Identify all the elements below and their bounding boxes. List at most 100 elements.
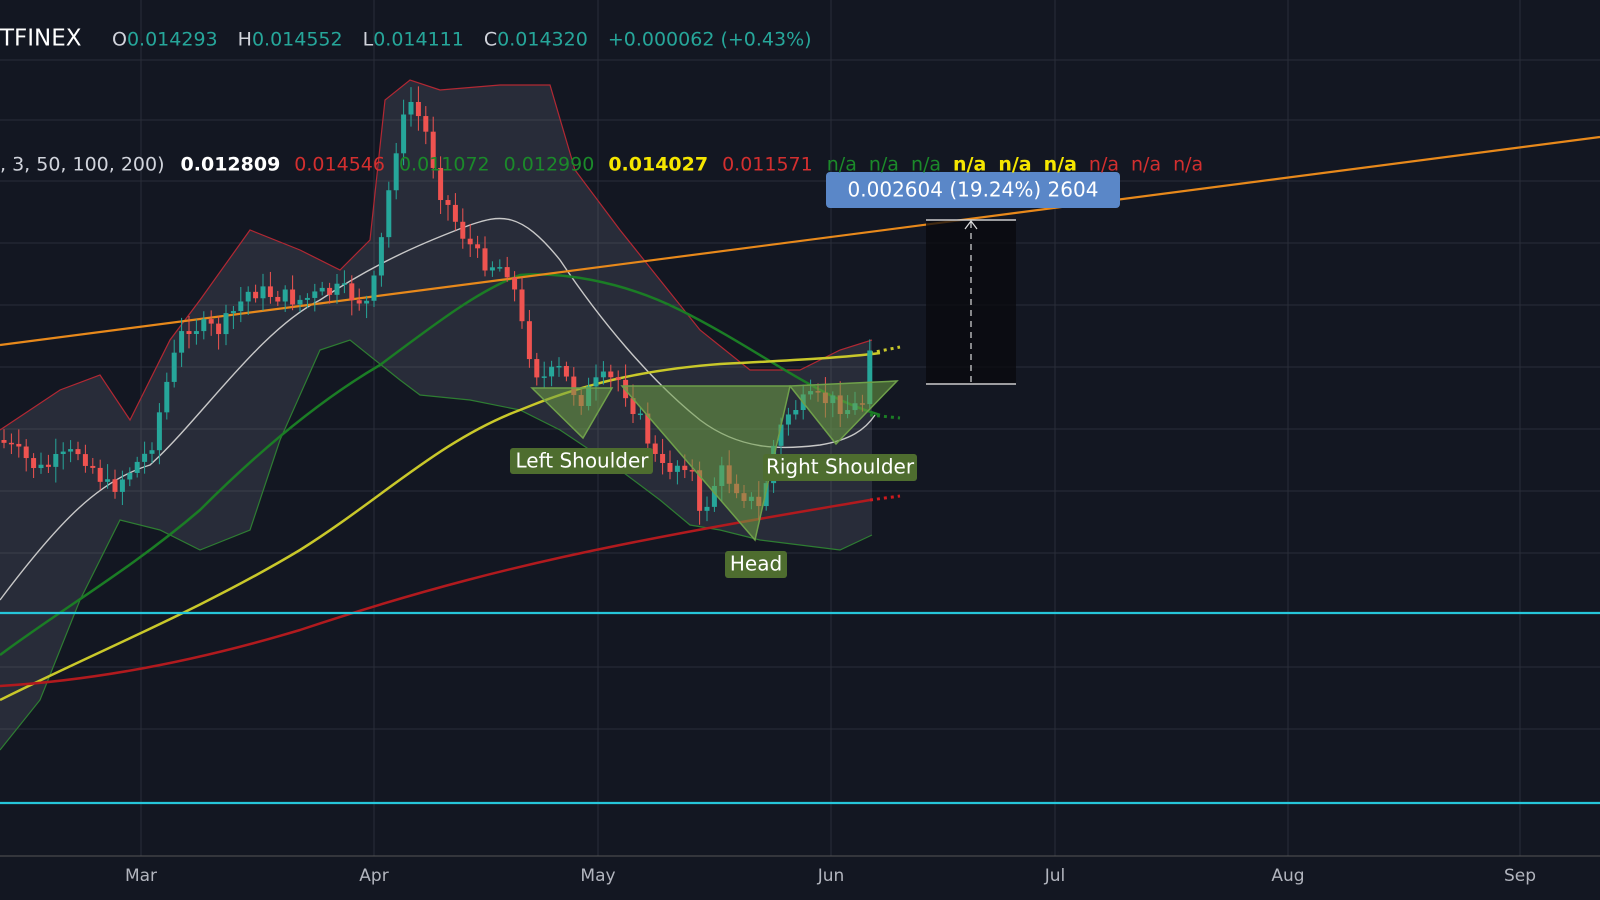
pattern — [530, 380, 899, 542]
candle-body — [608, 371, 614, 378]
ma-yellow — [0, 351, 881, 702]
candle-body — [630, 398, 636, 415]
candle-body — [319, 287, 325, 292]
candle-body — [378, 237, 384, 276]
candle-body — [230, 311, 236, 314]
x-axis: Mar Apr May Jun Jul Aug Sep — [125, 866, 1536, 886]
candle-body — [341, 283, 347, 285]
candle-body — [704, 506, 710, 511]
candle-body — [541, 376, 547, 378]
x-axis-label: Jul — [1044, 866, 1066, 886]
indicators: , 3, 50, 100, 200) 0.012809 0.014546 0.0110… — [0, 154, 1203, 176]
candle-body — [253, 291, 259, 299]
candle-body — [75, 449, 81, 455]
indicator-na: n/a — [869, 154, 899, 176]
x-axis-label: May — [580, 866, 615, 886]
candle-body — [53, 454, 59, 467]
candle-body — [489, 267, 495, 271]
candle-body — [260, 286, 266, 299]
candle-body — [645, 413, 651, 444]
ohlc: O 0.014293 H 0.014552 L 0.014111 C 0.014320 +0.0… — [112, 29, 812, 51]
ma-red-ext — [869, 494, 901, 502]
ma-yellow-ext — [869, 345, 901, 355]
candle-body — [171, 352, 177, 382]
candle-body — [482, 248, 488, 271]
candle-body — [290, 289, 296, 305]
band-lower — [0, 339, 873, 751]
candle-body — [475, 244, 481, 249]
candle-body — [297, 299, 303, 305]
candle-body — [497, 267, 503, 269]
label-box — [725, 551, 787, 578]
candle-body — [349, 283, 355, 301]
candle-body — [652, 443, 658, 454]
candle-body — [785, 414, 791, 425]
candle-body — [438, 167, 444, 201]
candle-body — [312, 291, 318, 298]
indicator-na: n/a — [827, 154, 857, 176]
candle-body — [90, 465, 96, 468]
candle-body — [415, 101, 421, 117]
exchange: TFINEX — [0, 26, 82, 52]
ohlc-label: C — [484, 29, 497, 51]
indicator-na: n/a — [998, 154, 1031, 176]
candle-body — [571, 376, 577, 396]
x-axis-label: Jun — [817, 866, 845, 886]
candle-body — [142, 453, 148, 462]
measure-label: 0.002604 (19.24%) 2604 — [848, 178, 1099, 202]
candle-body — [127, 472, 133, 480]
ma-green-ext — [869, 413, 901, 420]
indicator-na: n/a — [953, 154, 986, 176]
band-upper — [0, 79, 873, 431]
candle-body — [31, 458, 37, 469]
candle-body — [778, 424, 784, 446]
candle-body — [430, 131, 436, 168]
ohlc-value: 0.014320 — [497, 29, 588, 51]
ohlc-value: 0.014111 — [373, 29, 464, 51]
candle-body — [512, 277, 518, 290]
candle-body — [534, 359, 540, 378]
candle-body — [16, 443, 22, 447]
candle-body — [504, 267, 510, 278]
candle-body — [38, 464, 44, 469]
candle-body — [216, 323, 222, 335]
candle-body — [60, 451, 66, 455]
candle-body — [519, 289, 525, 322]
candle-body — [201, 319, 207, 332]
candle-body — [149, 450, 155, 454]
ohlc-label: O — [112, 29, 127, 51]
ohlc-value: 0.014552 — [252, 29, 343, 51]
candle-body — [97, 467, 103, 482]
candle-body — [563, 366, 569, 377]
measure-label-box — [826, 172, 1120, 208]
candle-body — [549, 366, 555, 377]
indicator-na: n/a — [1173, 154, 1203, 176]
candle-body — [82, 454, 88, 466]
candle-body — [689, 470, 695, 472]
indicator-na: n/a — [911, 154, 941, 176]
indicator-na: n/a — [1131, 154, 1161, 176]
pattern-label: Left Shoulder — [515, 449, 649, 473]
indicator-value: 0.011571 — [722, 154, 813, 176]
indicator-value: 0.014027 — [608, 154, 708, 176]
candle-body — [615, 377, 621, 380]
ohlc-label: H — [238, 29, 252, 51]
candle-body — [423, 116, 429, 132]
label-box — [510, 448, 653, 474]
label-box — [763, 454, 917, 481]
candle-body — [674, 465, 680, 472]
candle-body — [164, 381, 170, 413]
candle-body — [112, 479, 118, 492]
ma-green — [0, 273, 881, 657]
measure-arrowhead — [964, 220, 978, 230]
candle-body — [186, 331, 192, 335]
candle-body — [327, 287, 333, 295]
ohlc-value: 0.014293 — [127, 29, 218, 51]
candle-body — [267, 286, 273, 297]
candle-body — [867, 350, 873, 405]
indicator-value: 0.012809 — [181, 154, 281, 176]
pattern-label: Right Shoulder — [766, 455, 915, 479]
